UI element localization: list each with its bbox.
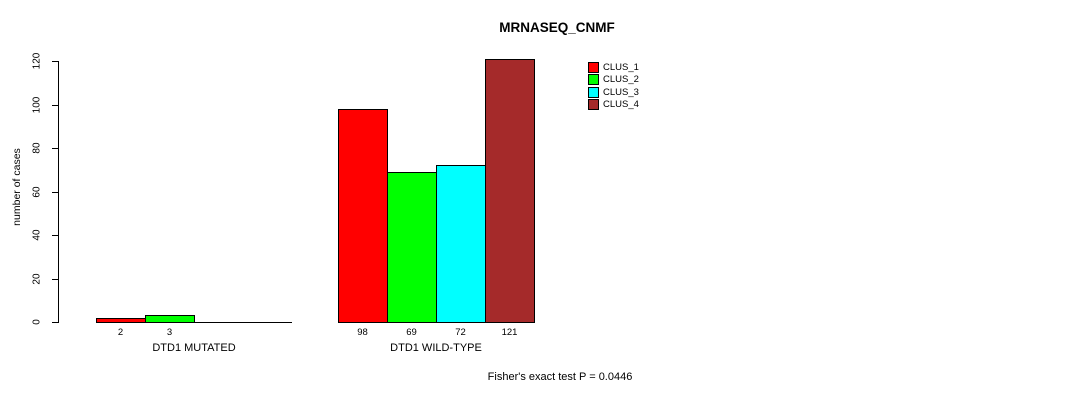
y-axis-tick [52,148,58,149]
y-tick-label: 80 [31,142,43,154]
y-axis-tick [52,235,58,236]
category-label: DTD1 WILD-TYPE [390,342,482,354]
y-axis-label: number of cases [11,148,23,226]
legend-item-label: CLUS_2 [603,74,639,86]
bar-value-label: 3 [166,327,173,338]
bar-value-label: 72 [455,327,466,338]
bar [96,318,146,323]
legend-item-label: CLUS_3 [603,86,639,98]
legend-item: CLUS_4 [588,98,639,110]
y-axis-tick [52,279,58,280]
y-tick-label: 20 [31,273,43,285]
bar [485,59,535,323]
fisher-test-note: Fisher's exact test P = 0.0446 [487,371,633,383]
bar-value-label: 2 [117,327,124,338]
legend-item: CLUS_2 [588,74,639,86]
bar [145,315,195,323]
legend-item-label: CLUS_1 [603,62,639,73]
legend-item: CLUS_1 [588,62,639,73]
y-axis-tick [52,61,58,62]
bar-value-label: 121 [501,327,518,338]
y-tick-label: 0 [31,319,43,325]
y-axis-tick [52,105,58,106]
bar [338,109,388,323]
y-axis-line [58,61,59,323]
y-tick-label: 40 [31,229,43,241]
category-label: DTD1 MUTATED [152,342,236,354]
y-axis-tick [52,322,58,323]
legend-item-label: CLUS_4 [603,98,639,110]
legend-swatch [588,86,599,98]
y-tick-label: 100 [31,96,43,114]
bar-value-label: 98 [357,327,368,338]
chart-title: MRNASEQ_CNMF [499,20,615,35]
legend-item: CLUS_3 [588,86,639,98]
y-tick-label: 120 [31,52,43,70]
legend-swatch [588,98,599,110]
legend-swatch [588,74,599,86]
bar [387,172,437,323]
y-tick-label: 60 [31,186,43,198]
legend-swatch [588,62,599,73]
legend: CLUS_1 CLUS_2 CLUS_3 CLUS_4 [588,62,639,111]
bar-value-label: 69 [406,327,417,338]
bar [436,165,486,323]
y-axis-tick [52,192,58,193]
